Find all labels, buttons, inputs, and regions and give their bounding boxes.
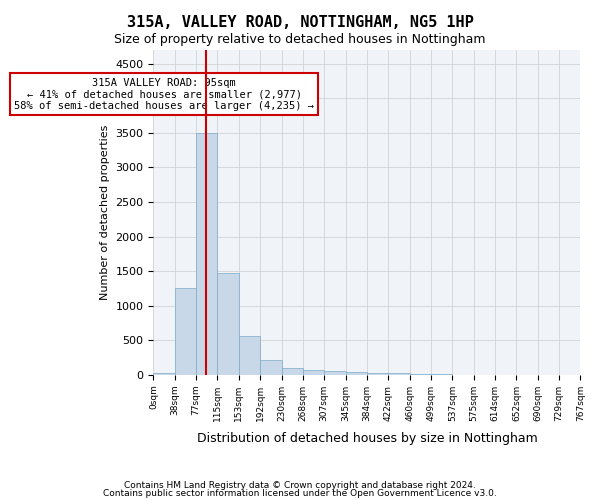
Text: Contains public sector information licensed under the Open Government Licence v3: Contains public sector information licen… xyxy=(103,488,497,498)
Text: 315A VALLEY ROAD: 95sqm
← 41% of detached houses are smaller (2,977)
58% of semi: 315A VALLEY ROAD: 95sqm ← 41% of detache… xyxy=(14,78,314,111)
Y-axis label: Number of detached properties: Number of detached properties xyxy=(100,124,110,300)
Bar xyxy=(303,370,324,375)
Bar xyxy=(175,288,196,375)
Bar xyxy=(154,372,175,375)
Bar xyxy=(239,336,260,375)
Bar xyxy=(367,372,388,375)
Bar xyxy=(410,374,431,375)
Bar xyxy=(281,368,303,375)
Text: Size of property relative to detached houses in Nottingham: Size of property relative to detached ho… xyxy=(114,32,486,46)
Bar xyxy=(217,273,239,375)
Bar xyxy=(346,372,367,375)
Text: 315A, VALLEY ROAD, NOTTINGHAM, NG5 1HP: 315A, VALLEY ROAD, NOTTINGHAM, NG5 1HP xyxy=(127,15,473,30)
Bar xyxy=(324,371,346,375)
Bar xyxy=(196,133,217,375)
Bar xyxy=(388,374,410,375)
Text: Contains HM Land Registry data © Crown copyright and database right 2024.: Contains HM Land Registry data © Crown c… xyxy=(124,481,476,490)
Bar xyxy=(260,360,281,375)
X-axis label: Distribution of detached houses by size in Nottingham: Distribution of detached houses by size … xyxy=(197,432,538,445)
